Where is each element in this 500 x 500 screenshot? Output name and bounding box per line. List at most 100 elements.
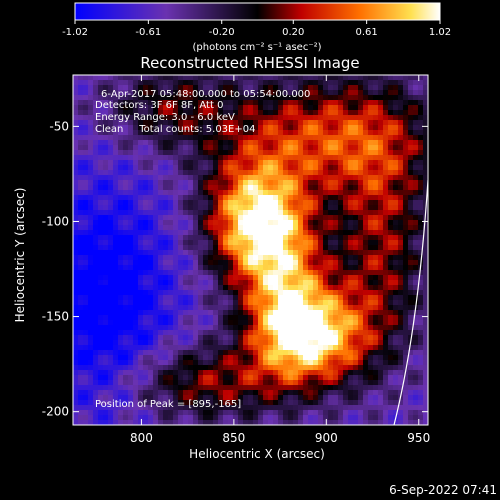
heatmap-cell	[93, 120, 99, 126]
heatmap-cell	[233, 345, 239, 351]
heatmap-cell	[283, 225, 289, 231]
heatmap-cell	[108, 390, 114, 396]
heatmap-cell	[183, 410, 189, 416]
heatmap-cell	[368, 280, 374, 286]
heatmap-cell	[298, 315, 304, 321]
heatmap-cell	[388, 130, 394, 136]
heatmap-cell	[413, 330, 419, 336]
heatmap-cell	[83, 125, 89, 131]
heatmap-cell	[338, 100, 344, 106]
heatmap-cell	[218, 315, 224, 321]
heatmap-cell	[363, 285, 369, 291]
heatmap-cell	[138, 80, 144, 86]
heatmap-cell	[238, 235, 244, 241]
heatmap-cell	[343, 80, 349, 86]
heatmap-cell	[378, 180, 384, 186]
heatmap-cell	[353, 110, 359, 116]
heatmap-cell	[118, 305, 124, 311]
heatmap-cell	[313, 150, 319, 156]
heatmap-cell	[223, 405, 229, 411]
heatmap-cell	[158, 255, 164, 261]
heatmap-cell	[78, 110, 84, 116]
heatmap-cell	[133, 420, 139, 425]
heatmap-cell	[213, 110, 219, 116]
heatmap-cell	[123, 285, 129, 291]
heatmap-cell	[238, 195, 244, 201]
heatmap-cell	[238, 310, 244, 316]
heatmap-cell	[183, 325, 189, 331]
heatmap-cell	[323, 90, 329, 96]
heatmap-cell	[183, 240, 189, 246]
heatmap-cell	[313, 175, 319, 181]
heatmap-cell	[108, 380, 114, 386]
heatmap-cell	[183, 160, 189, 166]
heatmap-cell	[253, 135, 259, 141]
heatmap-cell	[88, 420, 94, 425]
heatmap-cell	[73, 275, 79, 281]
heatmap-cell	[338, 415, 344, 421]
heatmap-cell	[183, 115, 189, 121]
heatmap-cell	[153, 110, 159, 116]
heatmap-cell	[423, 155, 428, 161]
heatmap-cell	[373, 320, 379, 326]
heatmap-cell	[323, 285, 329, 291]
heatmap-cell	[328, 85, 334, 91]
heatmap-cell	[233, 135, 239, 141]
heatmap-cell	[243, 285, 249, 291]
heatmap-cell	[203, 155, 209, 161]
heatmap-cell	[348, 280, 354, 286]
heatmap-cell	[348, 75, 354, 81]
heatmap-cell	[298, 275, 304, 281]
heatmap-cell	[363, 305, 369, 311]
heatmap-cell	[188, 110, 194, 116]
heatmap-cell	[78, 385, 84, 391]
heatmap-cell	[203, 305, 209, 311]
heatmap-cell	[178, 205, 184, 211]
heatmap-cell	[243, 150, 249, 156]
heatmap-cell	[358, 355, 364, 361]
heatmap-cell	[123, 180, 129, 186]
heatmap-cell	[348, 85, 354, 91]
heatmap-cell	[313, 155, 319, 161]
heatmap-cell	[408, 260, 414, 266]
heatmap-cell	[118, 385, 124, 391]
heatmap-cell	[268, 225, 274, 231]
heatmap-cell	[268, 105, 274, 111]
heatmap-cell	[183, 315, 189, 321]
heatmap-cell	[353, 390, 359, 396]
heatmap-cell	[118, 110, 124, 116]
heatmap-cell	[123, 215, 129, 221]
heatmap-cell	[313, 420, 319, 425]
heatmap-cell	[293, 290, 299, 296]
heatmap-cell	[363, 185, 369, 191]
heatmap-cell	[253, 180, 259, 186]
heatmap-cell	[173, 160, 179, 166]
heatmap-cell	[223, 190, 229, 196]
heatmap-cell	[303, 130, 309, 136]
heatmap-cell	[218, 80, 224, 86]
heatmap-cell	[178, 410, 184, 416]
heatmap-cell	[353, 410, 359, 416]
heatmap-cell	[323, 295, 329, 301]
heatmap-cell	[323, 340, 329, 346]
heatmap-cell	[418, 155, 424, 161]
heatmap-cell	[93, 140, 99, 146]
heatmap-cell	[253, 390, 259, 396]
heatmap-cell	[183, 340, 189, 346]
heatmap-cell	[203, 130, 209, 136]
heatmap-cell	[93, 345, 99, 351]
heatmap-cell	[223, 335, 229, 341]
heatmap-cell	[113, 195, 119, 201]
heatmap-cell	[133, 125, 139, 131]
heatmap-cell	[268, 210, 274, 216]
heatmap-cell	[218, 195, 224, 201]
heatmap-cell	[288, 140, 294, 146]
heatmap-cell	[423, 355, 428, 361]
heatmap-cell	[183, 75, 189, 81]
heatmap-cell	[288, 105, 294, 111]
heatmap-cell	[83, 155, 89, 161]
heatmap-cell	[263, 215, 269, 221]
heatmap-cell	[303, 170, 309, 176]
heatmap-cell	[203, 325, 209, 331]
heatmap-cell	[293, 130, 299, 136]
